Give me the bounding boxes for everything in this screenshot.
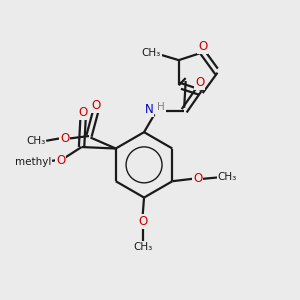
Text: O: O [60, 132, 69, 145]
Text: methyl: methyl [15, 157, 51, 167]
Text: CH₃: CH₃ [218, 172, 237, 182]
Text: O: O [78, 106, 88, 119]
Text: O: O [193, 172, 202, 185]
Text: O: O [198, 40, 207, 53]
Text: CH₃: CH₃ [26, 136, 45, 146]
Text: O: O [138, 215, 147, 228]
Text: CH₃: CH₃ [133, 242, 152, 252]
Text: H: H [157, 102, 165, 112]
Text: O: O [92, 99, 101, 112]
Text: N: N [145, 103, 154, 116]
Text: CH₃: CH₃ [142, 48, 161, 58]
Text: O: O [195, 76, 204, 89]
Text: O: O [56, 154, 65, 167]
